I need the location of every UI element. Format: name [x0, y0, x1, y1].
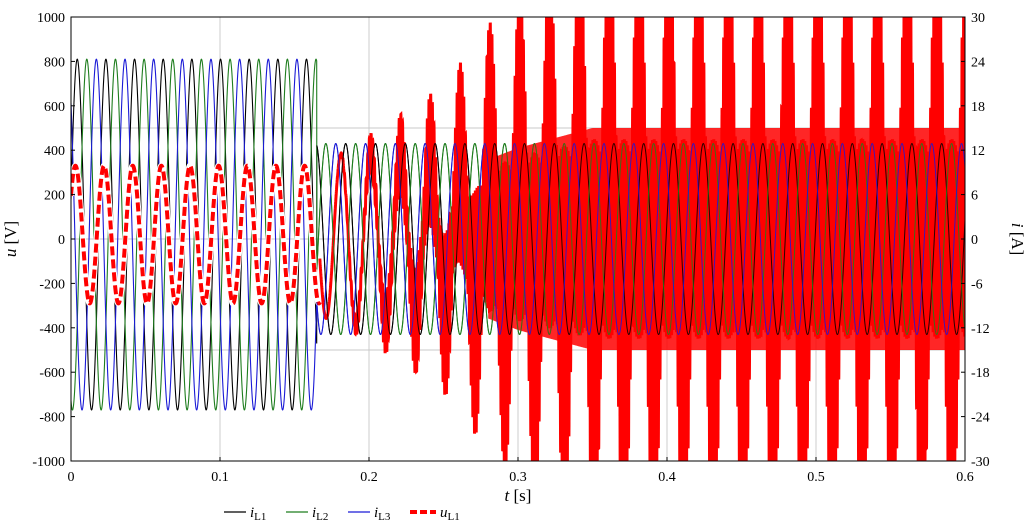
- legend-label: iL2: [312, 505, 328, 523]
- x-tick-label: 0.2: [360, 470, 378, 485]
- y-left-tick-label: 1000: [37, 11, 65, 26]
- series-line-iL3-overlay: [316, 143, 965, 335]
- legend-item-iL1: iL1: [224, 505, 266, 523]
- y-right-tick-label: -6: [971, 277, 983, 292]
- y-right-tick-label: 18: [971, 100, 985, 115]
- y-left-tick-label: 200: [44, 189, 65, 204]
- x-tick-label: 0: [68, 470, 75, 485]
- y-left-tick-label: -1000: [32, 455, 65, 470]
- y-left-tick-label: 800: [44, 55, 65, 70]
- y-left-tick-label: 0: [58, 233, 65, 248]
- y-left-axis-label: u [V]: [1, 221, 20, 257]
- axis-labels: t [s] u [V] i [A]: [1, 221, 1024, 505]
- y-left-tick-label: -800: [39, 411, 65, 426]
- y-right-axis-label: i [A]: [1008, 223, 1024, 256]
- y-left-tick-label: -400: [39, 322, 65, 337]
- x-tick-label: 0.1: [211, 470, 229, 485]
- plot-area: [71, 17, 965, 461]
- y-right-tick-label: 12: [971, 144, 985, 159]
- x-axis-label: t [s]: [505, 486, 532, 505]
- x-tick-label: 0.3: [509, 470, 527, 485]
- y-right-tick-label: 0: [971, 233, 978, 248]
- y-right-tick-label: -18: [971, 366, 990, 381]
- series-line-iL1-overlay: [316, 143, 965, 335]
- axis-ticks: 0 0.1 0.2 0.3 0.4 0.5 0.6-1000-800-600-400-200…: [32, 11, 989, 485]
- series-band-uL1: [488, 128, 965, 350]
- legend-item-uL1: uL1: [410, 505, 460, 523]
- y-right-tick-label: -24: [971, 411, 990, 426]
- x-tick-label: 0.5: [807, 470, 825, 485]
- legend-item-iL2: iL2: [286, 505, 328, 523]
- legend-label: iL1: [250, 505, 266, 523]
- legend-label: iL3: [374, 505, 391, 523]
- y-right-tick-label: 6: [971, 189, 978, 204]
- legend-label: uL1: [440, 505, 460, 523]
- y-left-tick-label: 600: [44, 100, 65, 115]
- y-left-tick-label: 400: [44, 144, 65, 159]
- x-tick-label: 0.6: [956, 470, 974, 485]
- y-right-tick-label: -12: [971, 322, 990, 337]
- y-left-tick-label: -600: [39, 366, 65, 381]
- series-line-uL1: [71, 163, 322, 306]
- y-right-tick-label: -30: [971, 455, 990, 470]
- legend: iL1 iL2 iL3 uL1: [224, 505, 460, 523]
- series-line-iL2-overlay: [316, 143, 965, 335]
- x-tick-label: 0.4: [658, 470, 676, 485]
- y-left-tick-label: -200: [39, 277, 65, 292]
- y-right-tick-label: 30: [971, 11, 985, 26]
- y-right-tick-label: 24: [971, 55, 985, 70]
- legend-item-iL3: iL3: [348, 505, 391, 523]
